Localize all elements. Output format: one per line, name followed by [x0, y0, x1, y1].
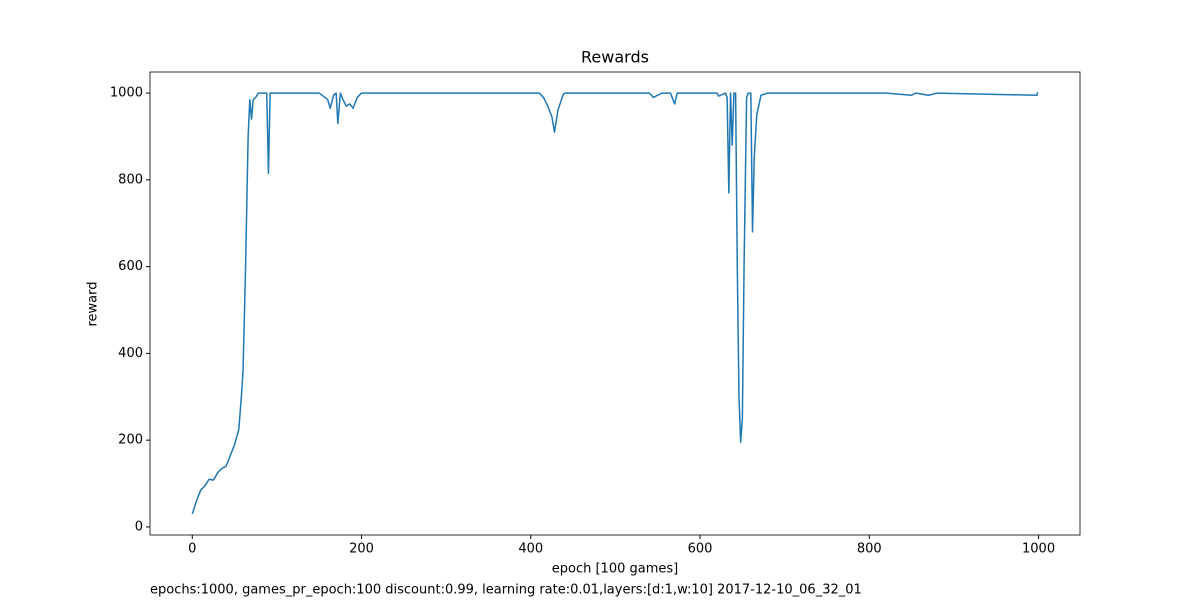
y-tick-label: 800 [118, 172, 143, 187]
x-axis-label: epoch [100 games] [552, 562, 678, 577]
plot-frame [149, 71, 1081, 536]
y-tick-label: 200 [118, 433, 143, 448]
x-tick-label: 600 [688, 542, 713, 557]
data-line [191, 92, 1039, 515]
y-tick-label: 0 [135, 519, 143, 534]
x-tick-label: 400 [518, 542, 543, 557]
y-tick-label: 600 [118, 259, 143, 274]
x-tick-label: 200 [349, 542, 374, 557]
y-axis-label: reward [86, 281, 101, 326]
footnote: epochs:1000, games_pr_epoch:100 discount… [150, 583, 862, 598]
x-tick-label: 0 [188, 542, 196, 557]
y-tick-label: 400 [118, 346, 143, 361]
x-tick-label: 800 [857, 542, 882, 557]
x-tick-label: 1000 [1022, 542, 1055, 557]
y-tick-label: 1000 [110, 86, 143, 101]
chart-title: Rewards [581, 48, 649, 67]
